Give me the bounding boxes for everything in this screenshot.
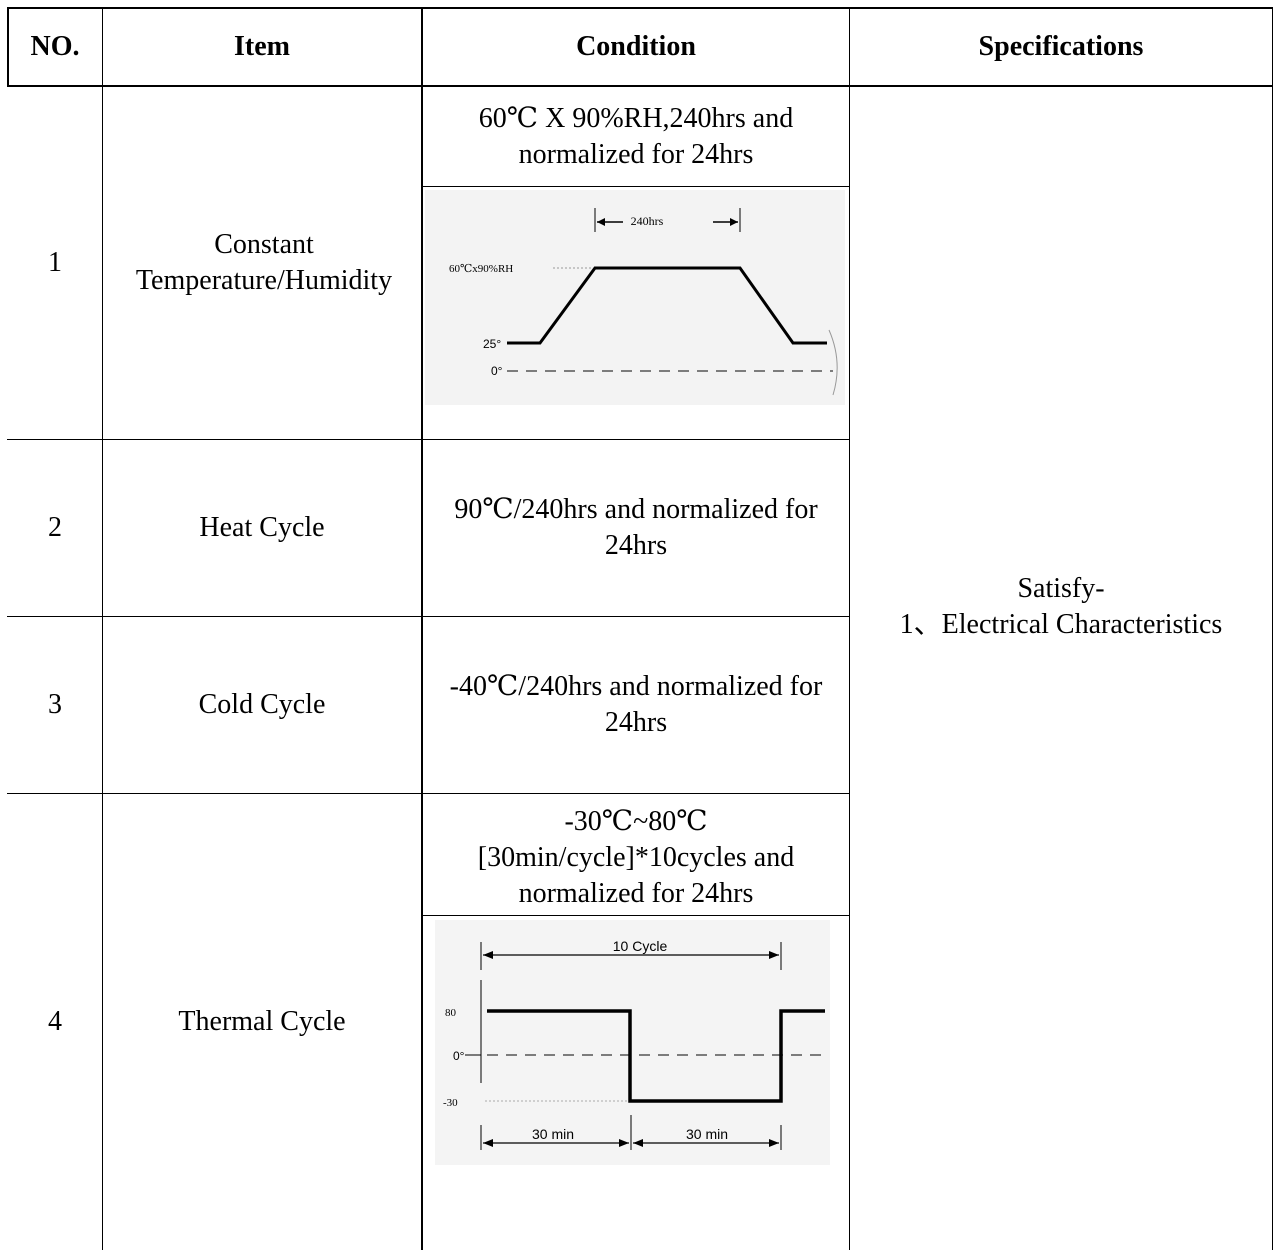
duration-label: 240hrs xyxy=(631,214,664,228)
zero-temp-label: 0° xyxy=(453,1049,465,1063)
header-specifications: Specifications xyxy=(850,8,1272,86)
row4-no-value: 4 xyxy=(48,1006,62,1037)
row2-item-value: Heat Cycle xyxy=(199,512,325,543)
col-divider-3 xyxy=(849,7,850,1250)
table-left-border xyxy=(7,7,9,86)
row2-condition: 90℃/240hrs and normalized for 24hrs xyxy=(423,440,849,616)
row3-condition: -40℃/240hrs and normalized for 24hrs xyxy=(423,617,849,793)
row3-condition-value: -40℃/240hrs and normalized for 24hrs xyxy=(449,671,823,738)
low-temp-label: -30 xyxy=(443,1097,458,1109)
row4-condition-line-3: normalized for 24hrs xyxy=(518,877,754,909)
col-divider-1 xyxy=(102,7,103,1250)
cycle-label: 10 Cycle xyxy=(613,938,668,954)
first-half-label: 30 min xyxy=(532,1126,574,1142)
header-bottom-border xyxy=(7,85,1273,87)
col-divider-2 xyxy=(421,7,423,1250)
header-no-label: NO. xyxy=(30,31,80,62)
row4-item: Thermal Cycle xyxy=(103,794,421,1250)
high-temp-label: 80 xyxy=(445,1007,457,1019)
row1-bottom-border xyxy=(7,439,850,440)
row1-item: Constant Temperature/Humidity xyxy=(108,87,420,439)
humidity-profile-line xyxy=(507,266,827,345)
thermal-cycle-diagram: 10 Cycle 80 0° -30 30 min 30 min xyxy=(435,920,830,1165)
table-right-border xyxy=(1272,7,1273,1250)
row1-inner-divider xyxy=(422,186,850,187)
row4-no: 4 xyxy=(8,794,102,1250)
zero-label: 0° xyxy=(491,364,503,378)
row1-item-value: Constant Temperature/Humidity xyxy=(135,229,393,296)
row4-condition-line-1: -30℃~80℃ xyxy=(564,805,708,837)
start-temp-label: 25° xyxy=(483,337,501,351)
row4-item-value: Thermal Cycle xyxy=(178,1006,346,1037)
level-label: 60℃x90%RH xyxy=(449,263,513,275)
specification-line-2: 1、Electrical Characteristics xyxy=(899,609,1223,640)
row4-condition-line-2: [30min/cycle]*10cycles and xyxy=(477,841,795,873)
row2-item: Heat Cycle xyxy=(103,440,421,616)
row2-bottom-border xyxy=(7,616,850,617)
row2-condition-value: 90℃/240hrs and normalized for 24hrs xyxy=(454,494,818,561)
row3-no-value: 3 xyxy=(48,689,62,720)
row3-item-value: Cold Cycle xyxy=(198,689,326,720)
row2-no: 2 xyxy=(8,440,102,616)
row1-no-value: 1 xyxy=(48,247,62,278)
table-top-border xyxy=(7,7,1273,9)
header-condition-label: Condition xyxy=(576,31,696,62)
specification-line-1: Satisfy- xyxy=(1017,573,1105,604)
second-half-label: 30 min xyxy=(686,1126,728,1142)
row3-no: 3 xyxy=(8,617,102,793)
header-specifications-label: Specifications xyxy=(978,31,1144,62)
row1-condition-value: 60℃ X 90%RH,240hrs and normalized for 24… xyxy=(478,102,794,170)
row1-condition: 60℃ X 90%RH,240hrs and normalized for 24… xyxy=(440,87,832,186)
row4-condition: -30℃~80℃ [30min/cycle]*10cycles and norm… xyxy=(423,800,849,915)
row3-bottom-border xyxy=(7,793,850,794)
row1-no: 1 xyxy=(8,87,102,439)
humidity-profile-diagram: 240hrs 60℃x90%RH 25° 0° xyxy=(425,190,845,405)
row4-inner-divider xyxy=(422,915,850,916)
row3-item: Cold Cycle xyxy=(103,617,421,793)
header-item-label: Item xyxy=(234,31,290,62)
header-item: Item xyxy=(103,8,421,86)
header-no: NO. xyxy=(8,8,102,86)
specifications-cell: Satisfy- 1、Electrical Characteristics xyxy=(850,87,1272,1127)
row2-no-value: 2 xyxy=(48,512,62,543)
header-condition: Condition xyxy=(423,8,849,86)
thermal-cycle-waveform xyxy=(487,1009,825,1103)
